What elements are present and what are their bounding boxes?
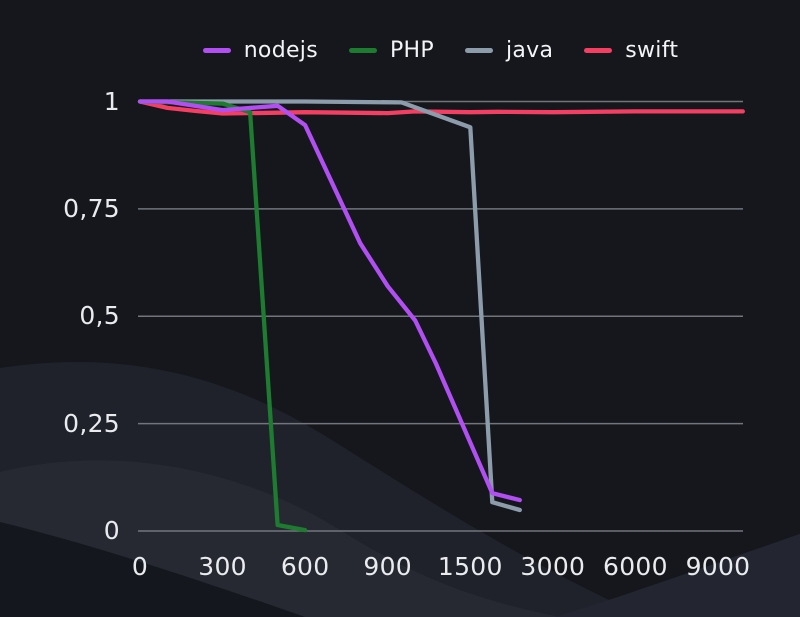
- y-tick-label: 0: [103, 516, 120, 545]
- legend-label: nodejs: [243, 37, 318, 63]
- x-tick-label: 900: [363, 552, 413, 581]
- legend-item-PHP[interactable]: PHP: [348, 37, 434, 63]
- background-wave-bottom-left: [0, 522, 305, 617]
- x-tick-label: 300: [198, 552, 247, 581]
- PHP-legend-swatch-icon: [348, 47, 377, 53]
- y-tick-label: 0,75: [63, 193, 120, 223]
- legend-item-swift[interactable]: swift: [584, 38, 678, 63]
- legend-label: swift: [625, 37, 679, 63]
- java-legend-swatch-icon: [464, 47, 493, 53]
- legend-label: PHP: [389, 37, 434, 63]
- legend-item-nodejs[interactable]: nodejs: [202, 37, 318, 63]
- x-tick-label: 6000: [603, 552, 668, 581]
- nodejs-line: [137, 99, 522, 503]
- x-tick-label: 9000: [685, 552, 751, 581]
- background-wave-right: [555, 534, 800, 617]
- x-tick-label: 1500: [437, 552, 503, 581]
- x-tick-label: 0: [131, 552, 149, 581]
- x-tick-label: 600: [280, 552, 330, 581]
- legend-label: java: [505, 37, 554, 63]
- y-tick-label: 0,25: [63, 408, 120, 438]
- PHP-line: [137, 99, 308, 533]
- legend-item-java[interactable]: java: [464, 37, 554, 63]
- swift-legend-swatch-icon: [584, 47, 613, 53]
- nodejs-legend-swatch-icon: [202, 47, 231, 53]
- swift-line: [137, 99, 745, 116]
- java-line: [137, 99, 522, 513]
- y-tick-label: 0,5: [79, 301, 120, 331]
- y-tick-label: 1: [103, 86, 120, 116]
- x-tick-label: 3000: [520, 552, 586, 581]
- chart-legend: nodejs PHP java swift: [138, 33, 743, 67]
